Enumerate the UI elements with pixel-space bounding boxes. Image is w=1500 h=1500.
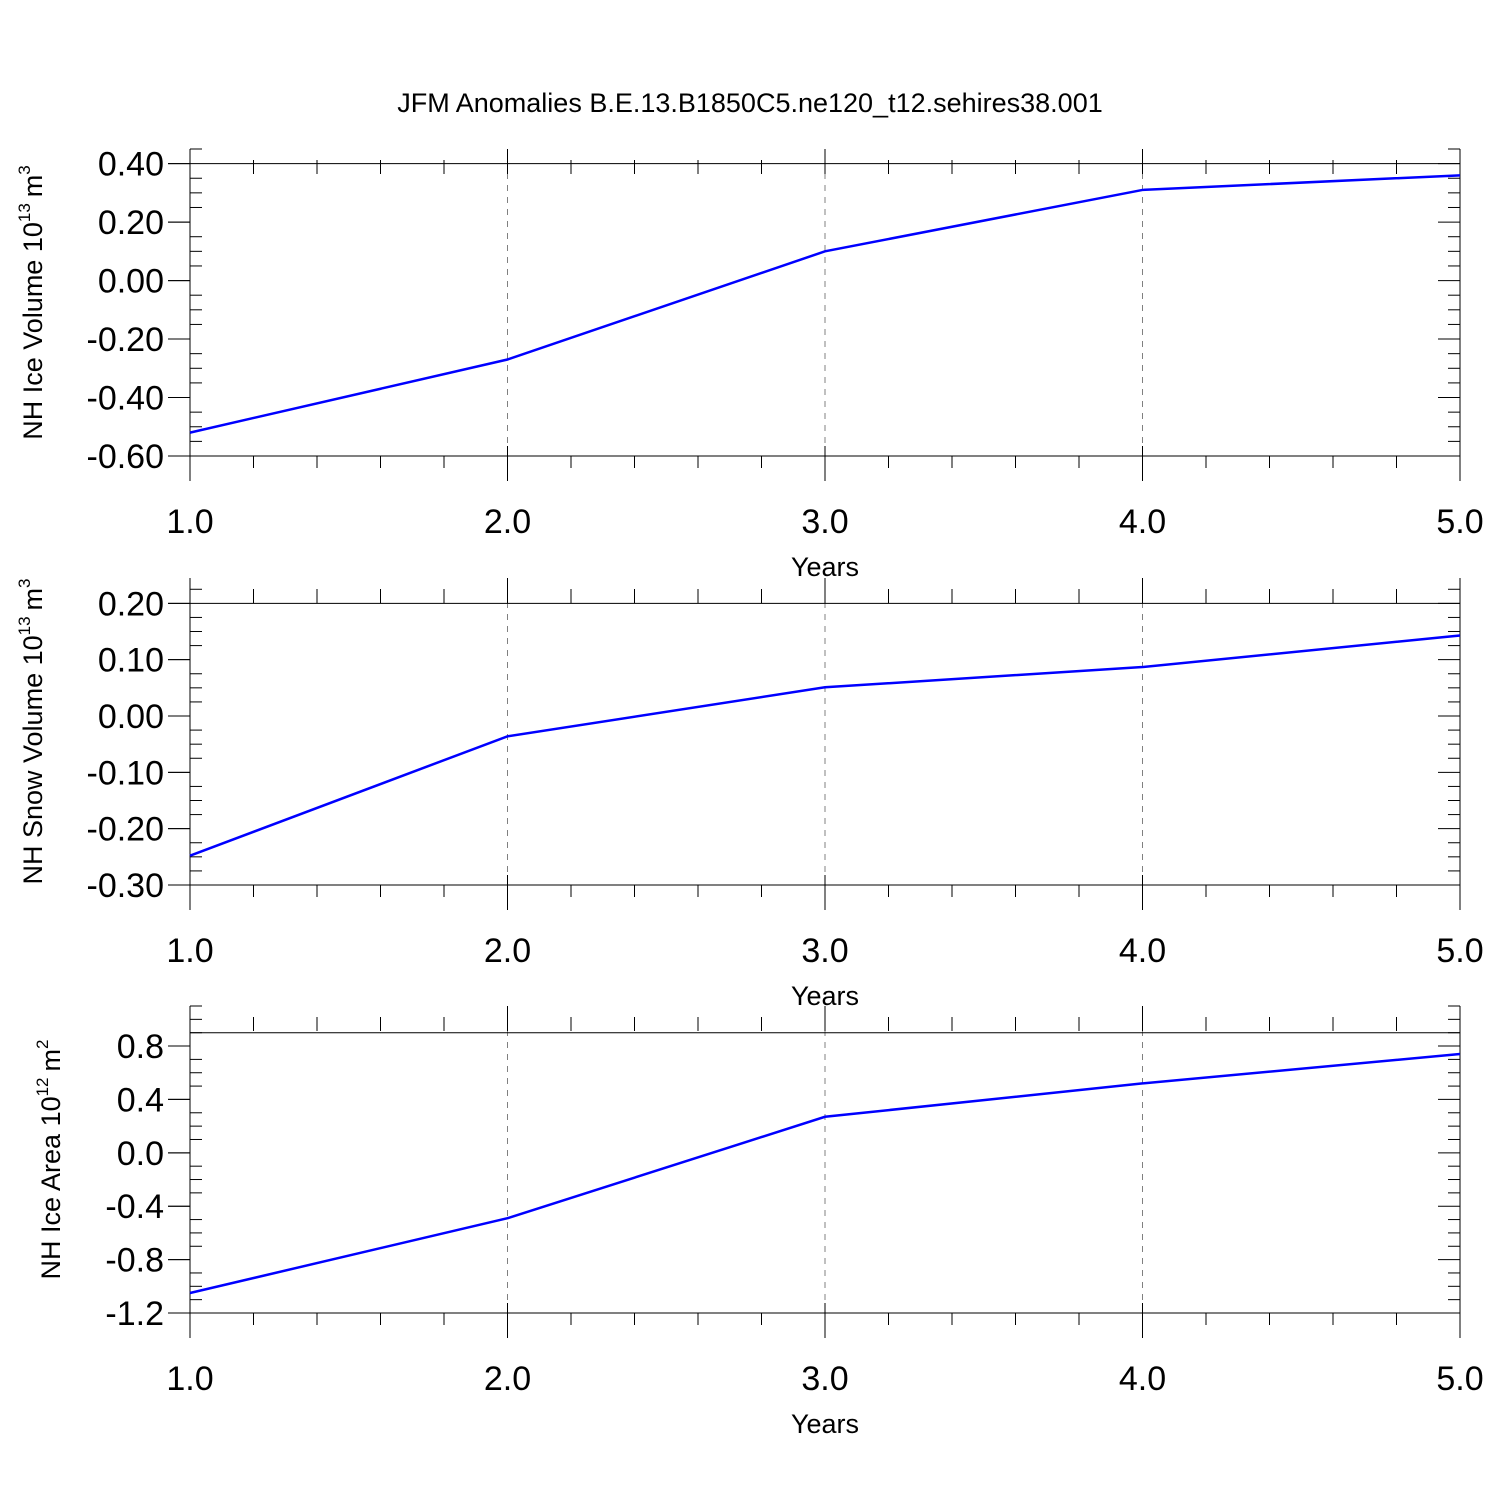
x-tick-label: 2.0 (484, 932, 531, 970)
x-axis-label: Years (791, 552, 859, 582)
y-tick-label: 0.00 (98, 263, 164, 301)
x-tick-label: 1.0 (166, 1360, 213, 1398)
x-tick-label: 3.0 (801, 1360, 848, 1398)
y-tick-label: 0.4 (117, 1081, 164, 1119)
y-axis-label: NH Ice Area 1012 m2 (33, 1040, 66, 1280)
panel-3: 1.0 2.0 3.0 4.0 5.0 -1.2 -0.8 -0.4 0.0 0.4 0.8 Year… (33, 1005, 1484, 1439)
y-axis-label-unit-exponent: 3 (15, 578, 34, 587)
panel-2: 1.0 2.0 3.0 4.0 5.0 -0.30 -0.20 -0.10 0.00 0.10 0.… (15, 578, 1484, 1011)
x-tick-label: 4.0 (1119, 932, 1166, 970)
x-tick-label: 4.0 (1119, 1360, 1166, 1398)
y-axis-label-unit: m (18, 175, 48, 198)
y-tick-label: -0.4 (105, 1188, 164, 1226)
y-axis-label-unit-exponent: 3 (15, 165, 34, 174)
panels: 1.0 2.0 3.0 4.0 5.0 -0.60 -0.40 -0.20 0.00 0.20 0.… (15, 146, 1484, 1439)
x-tick-label: 5.0 (1436, 503, 1483, 541)
y-axis-label-text: NH Snow Volume 10 (18, 635, 48, 884)
x-tick-label: 3.0 (801, 932, 848, 970)
y-axis-label-exponent: 13 (15, 616, 34, 635)
x-tick-label: 2.0 (484, 503, 531, 541)
y-tick-label: -0.40 (87, 380, 165, 418)
x-tick-label: 4.0 (1119, 503, 1166, 541)
x-tick-label: 2.0 (484, 1360, 531, 1398)
y-tick-label: 0.20 (98, 204, 164, 242)
y-tick-label: 0.10 (98, 642, 164, 680)
y-tick-label: 0.40 (98, 146, 164, 184)
y-tick-label: -0.8 (105, 1242, 164, 1280)
y-tick-label: -0.10 (87, 754, 165, 792)
y-axis-label-text: NH Ice Area 10 (36, 1096, 66, 1279)
y-axis-label: NH Snow Volume 1013 m3 (15, 578, 48, 884)
x-tick-label: 1.0 (166, 503, 213, 541)
y-tick-label: 0.0 (117, 1135, 164, 1173)
y-axis-label-text: NH Ice Volume 10 (18, 222, 48, 440)
x-axis-label: Years (791, 1409, 859, 1439)
y-axis-label-unit: m (18, 588, 48, 611)
series-line (189, 1052, 1461, 1295)
chart-title: JFM Anomalies B.E.13.B1850C5.ne120_t12.s… (397, 88, 1102, 118)
x-tick-label: 5.0 (1436, 1360, 1483, 1398)
x-tick-label: 3.0 (801, 503, 848, 541)
y-axis-label-unit: m (36, 1049, 66, 1072)
y-axis-label-unit-exponent: 2 (33, 1040, 52, 1049)
x-tick-label: 5.0 (1436, 932, 1483, 970)
y-tick-label: 0.8 (117, 1028, 164, 1066)
y-tick-label: 0.00 (98, 698, 164, 736)
y-axis-label-exponent: 12 (33, 1077, 52, 1096)
x-tick-label: 1.0 (166, 932, 213, 970)
y-tick-label: -0.20 (87, 321, 165, 359)
y-tick-label: -0.20 (87, 811, 165, 849)
y-axis-label: NH Ice Volume 1013 m3 (15, 165, 48, 440)
y-tick-label: -1.2 (105, 1295, 164, 1333)
y-axis-label-exponent: 13 (15, 203, 34, 222)
y-tick-label: -0.30 (87, 867, 165, 905)
panel-1: 1.0 2.0 3.0 4.0 5.0 -0.60 -0.40 -0.20 0.00 0.20 0.… (15, 146, 1484, 582)
y-tick-label: 0.20 (98, 585, 164, 623)
y-tick-label: -0.60 (87, 438, 165, 476)
